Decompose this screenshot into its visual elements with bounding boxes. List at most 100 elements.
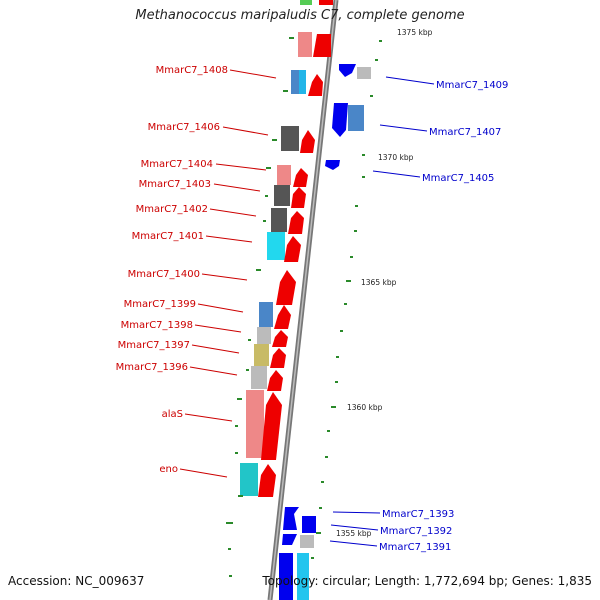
gene-block xyxy=(281,126,299,151)
tick-mark xyxy=(248,339,251,341)
gene-label[interactable]: MmarC7_1409 xyxy=(436,80,508,91)
gene-arrow xyxy=(332,103,348,137)
gene-arrow xyxy=(313,34,331,57)
tick-mark xyxy=(246,369,249,371)
gene-label[interactable]: MmarC7_1401 xyxy=(132,231,204,242)
gene-block xyxy=(300,535,314,548)
leader-line xyxy=(191,344,240,354)
gene-arrow xyxy=(293,168,308,187)
gene-block xyxy=(277,165,291,185)
gene-label[interactable]: MmarC7_1393 xyxy=(382,509,454,520)
gene-arrow xyxy=(272,330,288,347)
gene-label[interactable]: alaS xyxy=(162,409,183,420)
tick-mark xyxy=(354,230,357,232)
scale-label: 1360 kbp xyxy=(347,403,383,412)
tick-mark xyxy=(316,532,321,534)
leader-line xyxy=(330,524,379,531)
left-gene-labels: MmarC7_1408 MmarC7_1406 MmarC7_1404 Mmar… xyxy=(116,65,228,475)
gene-label[interactable]: MmarC7_1400 xyxy=(128,269,200,280)
gene-label[interactable]: MmarC7_1405 xyxy=(422,173,494,184)
gene-label[interactable]: MmarC7_1404 xyxy=(141,159,213,170)
tick-mark xyxy=(350,256,353,258)
gene-block xyxy=(257,327,271,344)
tick-mark xyxy=(238,495,243,497)
leader-line xyxy=(385,76,435,85)
gene-block xyxy=(319,0,333,5)
leader-line xyxy=(184,413,233,422)
gene-label[interactable]: MmarC7_1406 xyxy=(148,122,220,133)
gene-label[interactable]: MmarC7_1392 xyxy=(380,526,452,537)
gene-arrow xyxy=(274,305,291,329)
genome-title: Methanococcus maripaludis C7, complete g… xyxy=(135,8,465,23)
tick-mark xyxy=(325,456,328,458)
gene-arrow xyxy=(267,370,283,391)
gene-label[interactable]: MmarC7_1403 xyxy=(139,179,211,190)
genome-backbone-highlight xyxy=(269,0,337,600)
tick-mark xyxy=(327,430,330,432)
gene-arrow xyxy=(276,270,296,305)
gene-arrow xyxy=(325,160,340,170)
gene-label[interactable]: MmarC7_1408 xyxy=(156,65,228,76)
gene-block xyxy=(291,70,299,94)
tick-mark xyxy=(265,195,268,197)
tick-mark xyxy=(321,481,324,483)
gene-block xyxy=(279,553,293,600)
tick-mark xyxy=(289,37,294,39)
gene-label[interactable]: MmarC7_1398 xyxy=(121,320,193,331)
tick-mark xyxy=(272,139,277,141)
scale-label: 1365 kbp xyxy=(361,278,397,287)
accession-text: Accession: NC_009637 xyxy=(8,574,145,588)
reverse-strand-genes xyxy=(282,64,371,548)
tick-mark xyxy=(235,425,238,427)
tick-mark xyxy=(331,406,336,408)
gene-label[interactable]: MmarC7_1399 xyxy=(124,299,196,310)
gene-arrow xyxy=(300,130,315,153)
gene-block xyxy=(298,32,312,57)
gene-arrow xyxy=(258,464,276,497)
tick-mark xyxy=(266,167,271,169)
tick-mark xyxy=(226,522,233,524)
tick-mark xyxy=(311,557,314,559)
tick-mark xyxy=(370,95,373,97)
gene-label[interactable]: MmarC7_1402 xyxy=(136,204,208,215)
gene-label[interactable]: MmarC7_1396 xyxy=(116,362,188,373)
scale-label: 1370 kbp xyxy=(378,153,414,162)
gene-label[interactable]: MmarC7_1391 xyxy=(379,542,451,553)
leader-line xyxy=(179,468,228,478)
topology-text: Topology: circular; Length: 1,772,694 bp… xyxy=(262,574,592,588)
tick-mark xyxy=(340,330,343,332)
gene-label[interactable]: eno xyxy=(159,464,178,475)
gene-arrow xyxy=(291,187,306,208)
tick-mark xyxy=(228,548,231,550)
leader-line xyxy=(194,324,242,333)
gene-block xyxy=(251,366,267,389)
gene-block xyxy=(299,70,306,94)
gene-arrow xyxy=(288,211,304,234)
tick-mark xyxy=(283,90,288,92)
tick-mark xyxy=(237,398,242,400)
gene-arrow xyxy=(283,507,299,530)
leader-line xyxy=(205,235,253,243)
tick-mark xyxy=(229,575,232,577)
gene-block xyxy=(254,344,269,366)
gene-block xyxy=(300,0,312,5)
gene-arrow xyxy=(282,534,297,545)
gc-tick-marks xyxy=(226,37,382,577)
tick-mark xyxy=(362,154,365,156)
leader-line xyxy=(229,69,277,79)
leader-line xyxy=(215,163,267,171)
gene-label[interactable]: MmarC7_1397 xyxy=(118,340,190,351)
tick-mark xyxy=(335,381,338,383)
tick-mark xyxy=(379,40,382,42)
gene-block xyxy=(246,390,264,458)
scale-labels: 1375 kbp 1370 kbp 1365 kbp 1360 kbp 1355… xyxy=(336,28,433,538)
gene-arrow xyxy=(270,348,286,368)
gene-block xyxy=(357,67,371,79)
leader-line xyxy=(329,540,378,547)
tick-mark xyxy=(344,303,347,305)
gene-block xyxy=(297,553,309,600)
tick-mark xyxy=(355,205,358,207)
gene-block xyxy=(274,185,290,206)
gene-label[interactable]: MmarC7_1407 xyxy=(429,127,501,138)
